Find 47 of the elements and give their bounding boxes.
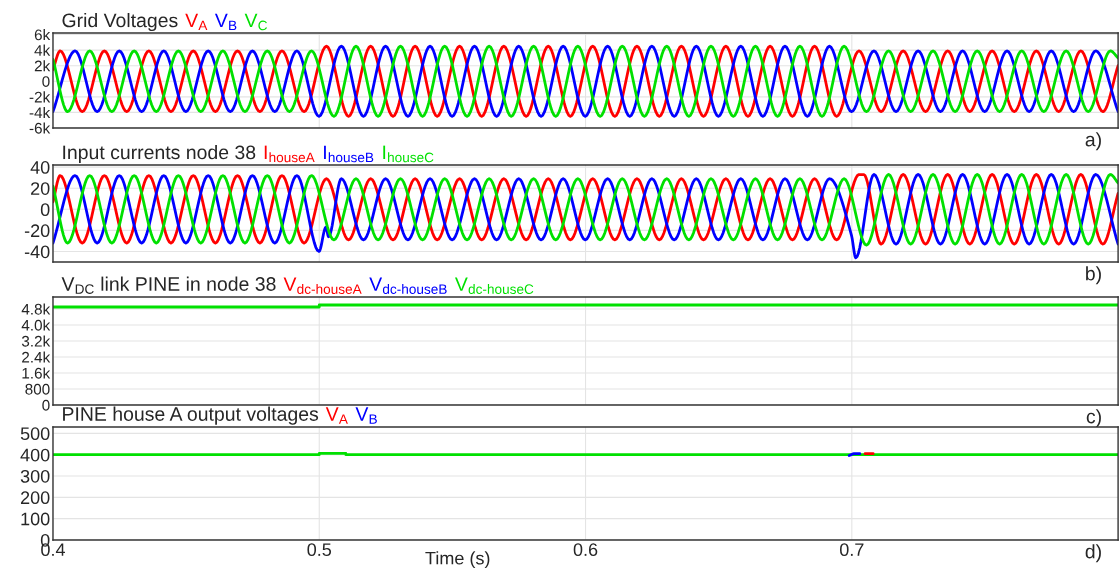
- y-tick-label: 40: [30, 161, 50, 174]
- y-tick-label: 4k: [34, 44, 51, 56]
- y-tick-label: 400: [20, 448, 50, 462]
- text: d): [1085, 544, 1101, 563]
- y-tick-label: 2k: [34, 60, 51, 72]
- y-tick-label: 4.0k: [21, 319, 51, 331]
- text: V$_{B}$: [355, 407, 377, 424]
- y-tick-label: -6k: [29, 122, 51, 134]
- y-tick-label: 3.2k: [21, 335, 51, 347]
- legend-label: V$_{dc-houseB}$: [369, 277, 447, 294]
- y-tick-label: 20: [31, 182, 50, 195]
- y-tick-label: 0: [42, 76, 50, 87]
- series-label: V$_{dc-houseC}$: [454, 277, 534, 294]
- y-tick-label: -40: [24, 245, 50, 259]
- y-tick-label: 6k: [34, 29, 51, 41]
- chart-title: Input currents node 38: [63, 144, 256, 164]
- x-tick-label: 0.7: [839, 543, 864, 557]
- y-tick-label: -4k: [29, 106, 51, 118]
- y-tick-label: 4.8k: [21, 303, 51, 315]
- y-tick-label: 2.4k: [22, 351, 51, 363]
- series-label: V$_{A}$: [185, 13, 208, 31]
- series-label: I$_{houseC}$: [383, 145, 434, 163]
- x-tick-label: 0.6: [573, 543, 598, 557]
- annotation: c): [1086, 409, 1101, 428]
- x-axis-title: Time (s): [425, 551, 490, 569]
- series-label: V$_{C}$: [244, 13, 268, 31]
- y-tick-label: -20: [24, 224, 50, 238]
- chart-title: PINE house A output voltages: [63, 406, 319, 425]
- series-label: V$_{B}$: [214, 13, 237, 31]
- chart-title: V$_{DC}$ link PINE in node 38: [61, 276, 276, 294]
- text: V$_{A}$: [325, 407, 348, 424]
- y-tick-label: 200: [20, 491, 50, 505]
- y-tick-label: 300: [20, 469, 50, 483]
- y-tick-label: 500: [20, 427, 50, 441]
- y-tick-label: 100: [21, 512, 50, 526]
- y-tick-label: 0: [42, 399, 50, 411]
- y-tick-label: 0: [40, 203, 50, 217]
- y-tick-label: 1.6k: [22, 367, 51, 379]
- y-tick-label: 800: [25, 383, 50, 395]
- legend-label: V$_{dc-houseA}$: [283, 277, 362, 294]
- series-label: I$_{houseB}$: [324, 145, 374, 163]
- series-label: I$_{houseA}$: [264, 145, 315, 163]
- x-tick-label: 0.5: [307, 543, 332, 557]
- y-tick-label: -2k: [29, 91, 51, 103]
- text: b): [1086, 266, 1101, 285]
- chart-title: Grid Voltages: [62, 12, 178, 32]
- text: a): [1085, 132, 1101, 151]
